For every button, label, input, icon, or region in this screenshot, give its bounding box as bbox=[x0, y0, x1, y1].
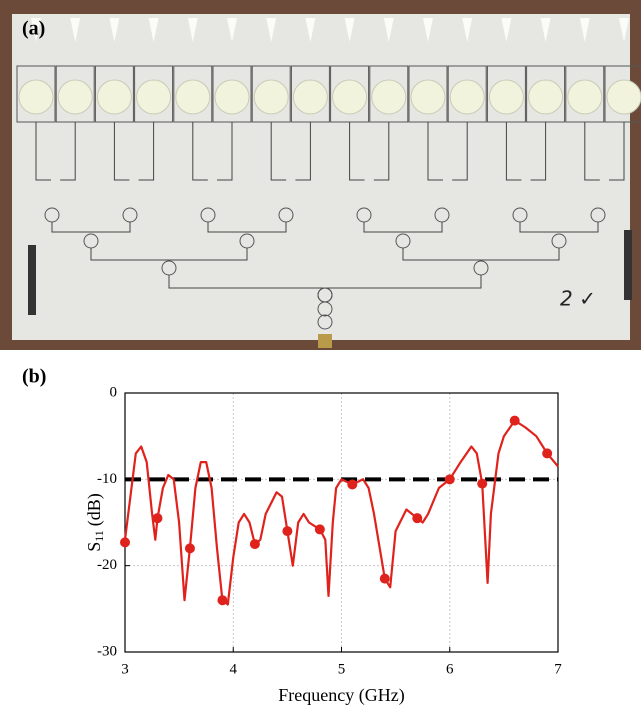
feed-line bbox=[363, 222, 443, 233]
plot-frame bbox=[124, 392, 559, 653]
feed-line bbox=[402, 248, 560, 261]
feed-line bbox=[90, 248, 248, 261]
pin-header bbox=[624, 230, 632, 300]
edge-taper bbox=[31, 18, 41, 42]
patch bbox=[253, 79, 289, 115]
feed-line bbox=[373, 122, 390, 181]
feed-line bbox=[207, 222, 287, 233]
edge-taper bbox=[540, 18, 551, 42]
feed-line bbox=[51, 222, 131, 233]
edge-taper bbox=[344, 18, 355, 42]
y-label-sub: 11 bbox=[92, 530, 106, 542]
marker bbox=[542, 448, 553, 459]
edge-taper bbox=[109, 18, 120, 42]
coupler bbox=[317, 314, 333, 330]
marker bbox=[282, 526, 293, 537]
edge-taper bbox=[462, 18, 473, 42]
patch bbox=[332, 79, 368, 115]
marker bbox=[120, 537, 130, 548]
feed-line bbox=[349, 122, 365, 181]
edge-taper bbox=[148, 18, 159, 42]
edge-taper bbox=[70, 18, 81, 42]
marker bbox=[412, 513, 423, 524]
x-tick-label: 4 bbox=[230, 661, 238, 677]
marker bbox=[477, 478, 488, 489]
photo-circuit bbox=[16, 18, 641, 348]
edge-taper bbox=[501, 18, 512, 42]
edge-taper bbox=[619, 18, 629, 42]
line bbox=[123, 419, 559, 606]
patch bbox=[449, 79, 485, 115]
x-tick-label: 3 bbox=[121, 661, 129, 677]
feed-line bbox=[217, 122, 233, 181]
x-tick-label: 5 bbox=[338, 661, 346, 677]
y-label-base: S bbox=[84, 542, 104, 552]
marker bbox=[184, 543, 195, 554]
patch bbox=[57, 79, 93, 115]
patch bbox=[567, 79, 603, 115]
patch bbox=[528, 79, 564, 115]
feed-line bbox=[452, 122, 468, 181]
patch bbox=[175, 79, 211, 115]
marker bbox=[444, 474, 455, 485]
y-axis-label: S11 (dB) bbox=[84, 493, 106, 552]
patch bbox=[18, 79, 54, 115]
patch bbox=[488, 79, 524, 115]
patch bbox=[96, 79, 132, 115]
coupler bbox=[317, 301, 333, 317]
marker bbox=[379, 573, 390, 584]
feed-line bbox=[519, 222, 599, 233]
y-tick-label: -20 bbox=[97, 557, 117, 573]
patch bbox=[292, 79, 328, 115]
feed-line bbox=[584, 122, 600, 181]
marker bbox=[152, 513, 163, 524]
pin-header bbox=[28, 245, 36, 315]
patch bbox=[606, 79, 641, 115]
feed-line bbox=[138, 122, 155, 181]
chart: 3 4 5 6 7 0 -10 -20 -30 Frequency (GHz) S11 (dB) bbox=[84, 384, 562, 706]
feed-line bbox=[113, 122, 130, 181]
edge-taper bbox=[266, 18, 277, 42]
marker bbox=[347, 479, 358, 490]
x-tick-label: 7 bbox=[554, 661, 562, 677]
feed-line bbox=[35, 122, 51, 181]
y-tick-label: 0 bbox=[110, 384, 118, 400]
feed-line bbox=[427, 122, 443, 181]
patch bbox=[410, 79, 446, 115]
patch bbox=[371, 79, 407, 115]
edge-taper bbox=[579, 18, 590, 42]
edge-taper bbox=[305, 18, 316, 42]
patch bbox=[214, 79, 250, 115]
marker bbox=[314, 524, 325, 535]
y-label-unit: (dB) bbox=[84, 493, 105, 526]
x-tick-label: 6 bbox=[446, 661, 454, 677]
pcb-board bbox=[12, 14, 630, 340]
marker bbox=[249, 539, 260, 550]
x-axis-label: Frequency (GHz) bbox=[278, 685, 404, 706]
feed-line bbox=[270, 122, 287, 181]
edge-taper bbox=[227, 18, 237, 42]
panel-label: (a) bbox=[22, 18, 45, 40]
feed-line bbox=[192, 122, 208, 181]
y-tick-label: -30 bbox=[97, 643, 117, 659]
feed-line bbox=[530, 122, 547, 181]
handwritten-note: 2 ✓ bbox=[560, 287, 596, 311]
feed-line bbox=[505, 122, 522, 181]
feed-line bbox=[295, 122, 311, 181]
y-tick-label: -10 bbox=[97, 471, 117, 487]
feed-line bbox=[609, 122, 625, 181]
feed-line bbox=[60, 122, 76, 181]
panel-label: (b) bbox=[22, 366, 46, 388]
marker bbox=[509, 415, 520, 426]
marker bbox=[217, 595, 228, 606]
patch bbox=[136, 79, 172, 115]
edge-taper bbox=[383, 18, 394, 42]
edge-taper bbox=[187, 18, 198, 42]
connector bbox=[318, 334, 332, 348]
edge-taper bbox=[423, 18, 433, 42]
